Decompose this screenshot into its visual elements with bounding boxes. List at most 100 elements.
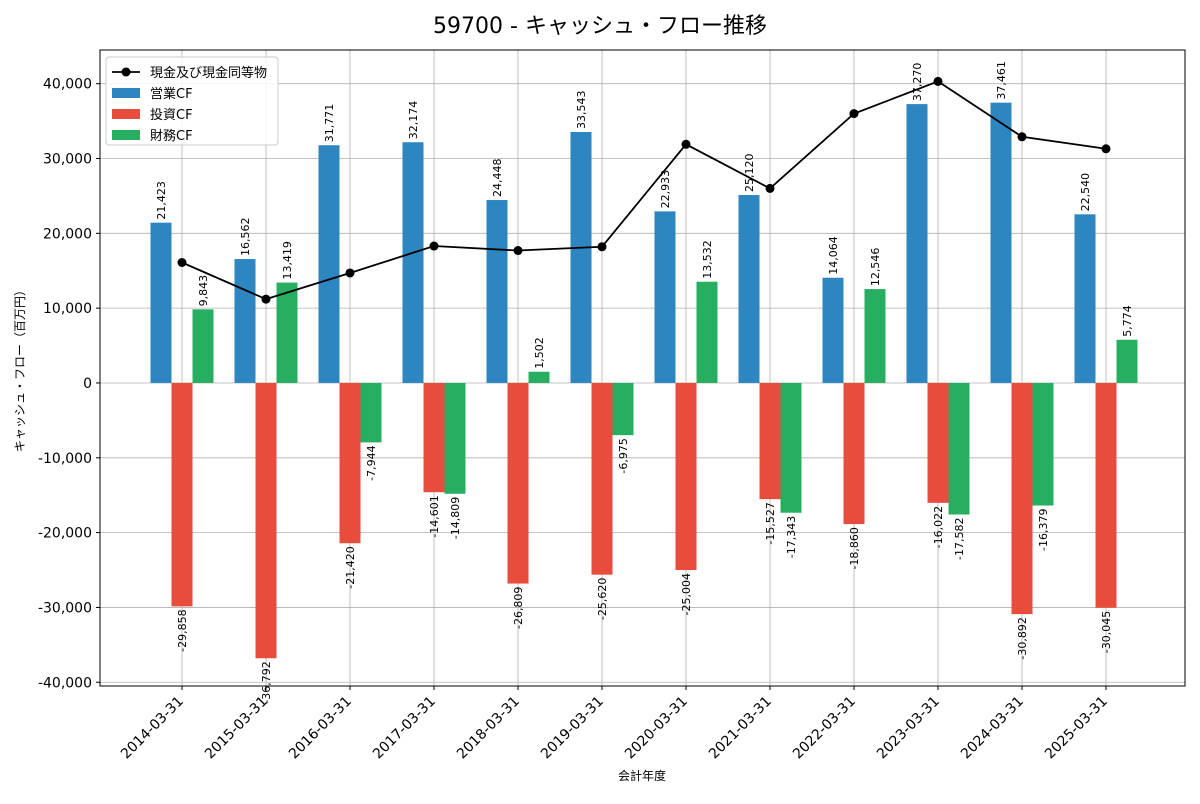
bar-financing <box>864 289 886 383</box>
bar-value-label: -14,601 <box>428 495 441 537</box>
x-tick-label: 2014-03-31 <box>118 694 187 763</box>
cash-point <box>429 241 439 251</box>
bar-operating <box>906 104 928 383</box>
bar-value-label: 25,120 <box>743 154 756 193</box>
bar-value-label: 21,423 <box>155 181 168 220</box>
bar-value-label: 5,774 <box>1121 305 1134 337</box>
legend-bar-swatch <box>112 130 140 140</box>
bar-value-label: 37,270 <box>911 63 924 102</box>
bar-financing <box>948 382 970 515</box>
bar-value-label: 16,562 <box>239 218 252 257</box>
y-tick-label: 0 <box>83 376 92 392</box>
bar-financing <box>1116 339 1138 383</box>
x-tick-label: 2021-03-31 <box>706 694 775 763</box>
bar-value-label: 22,540 <box>1079 173 1092 212</box>
legend-bar-swatch <box>112 109 140 119</box>
bar-investing <box>171 382 193 607</box>
cash-point <box>177 257 187 267</box>
bar-value-label: -36,792 <box>260 661 273 703</box>
bar-value-label: 1,502 <box>533 337 546 369</box>
bar-value-label: -17,582 <box>953 518 966 560</box>
legend-frame <box>105 56 279 146</box>
bar-operating <box>990 102 1012 383</box>
x-tick-label: 2025-03-31 <box>1042 694 1111 763</box>
bar-financing <box>1032 382 1054 506</box>
labels-layer: 21,423 16,562 31,771 32,174 24,448 33,543 22,9… <box>155 61 1134 704</box>
y-tick-label: -20,000 <box>38 526 92 542</box>
bar-financing <box>612 382 634 436</box>
plot-frame <box>99 49 1186 687</box>
bar-value-label: -26,809 <box>512 587 525 629</box>
bar-value-label: -30,892 <box>1016 617 1029 659</box>
bar-value-label: -25,004 <box>680 573 693 615</box>
cash-point <box>261 294 271 304</box>
y-tick-label: 10,000 <box>43 301 92 317</box>
bar-value-label: 31,771 <box>323 104 336 143</box>
bar-operating <box>486 200 508 383</box>
legend-label: 投資CF <box>150 107 193 123</box>
bar-value-label: -16,379 <box>1037 509 1050 551</box>
bar-value-label: -29,858 <box>176 609 189 651</box>
bar-value-label: -15,527 <box>764 502 777 544</box>
chart-title: 59700 - キャッシュ・フロー推移 <box>433 14 767 39</box>
x-tick-label: 2018-03-31 <box>454 694 523 763</box>
cash-point <box>933 76 943 86</box>
y-tick-label: -30,000 <box>38 600 92 616</box>
y-tick-label: 40,000 <box>43 77 92 93</box>
y-tick-label: -40,000 <box>38 675 92 691</box>
x-tick-label: 2020-03-31 <box>622 694 691 763</box>
bar-value-label: -30,045 <box>1100 611 1113 653</box>
bar-operating <box>654 211 676 383</box>
bar-financing <box>192 309 214 383</box>
bar-value-label: 22,933 <box>659 170 672 209</box>
x-tick-label: 2017-03-31 <box>370 694 439 763</box>
cash-point <box>681 139 691 149</box>
bar-operating <box>570 131 592 383</box>
bar-value-label: -17,343 <box>785 516 798 558</box>
bar-value-label: -7,944 <box>365 445 378 480</box>
cash-point <box>513 246 523 256</box>
bar-value-label: 13,532 <box>701 240 714 279</box>
bar-value-label: 9,843 <box>197 275 210 307</box>
bar-value-label: 14,064 <box>827 236 840 275</box>
legend-marker <box>121 67 131 77</box>
bar-financing <box>276 282 298 383</box>
bar-value-label: -18,860 <box>848 527 861 569</box>
bar-financing <box>780 382 802 513</box>
bar-value-label: 33,543 <box>575 90 588 129</box>
bar-operating <box>1074 214 1096 383</box>
legend-label: 現金及び現金同等物 <box>150 65 267 81</box>
bar-investing <box>675 382 697 571</box>
bar-investing <box>255 382 277 659</box>
bar-investing <box>1095 382 1117 608</box>
bar-investing <box>339 382 361 544</box>
bar-investing <box>591 382 613 575</box>
cash-point <box>597 242 607 252</box>
legend-label: 営業CF <box>150 86 193 102</box>
x-tick-label: 2019-03-31 <box>538 694 607 763</box>
y-axis-label: キャッシュ・フロー（百万円） <box>13 284 27 452</box>
x-tick-label: 2016-03-31 <box>286 694 355 763</box>
bars-layer <box>150 102 1138 659</box>
legend-bar-swatch <box>112 88 140 98</box>
line-layer <box>177 76 1111 304</box>
bar-operating <box>738 195 760 383</box>
bar-value-label: -16,022 <box>932 506 945 548</box>
bar-investing <box>423 382 445 493</box>
bar-value-label: 32,174 <box>407 101 420 140</box>
y-tick-label: -10,000 <box>38 451 92 467</box>
x-tick-label: 2024-03-31 <box>958 694 1027 763</box>
bar-value-label: -6,975 <box>617 438 630 473</box>
bar-financing <box>444 382 466 494</box>
cash-point <box>849 109 859 119</box>
bar-operating <box>150 222 172 383</box>
bar-financing <box>360 382 382 443</box>
y-tick-label: 20,000 <box>43 226 92 242</box>
cash-point <box>1101 144 1111 154</box>
bar-financing <box>528 371 550 383</box>
bar-investing <box>507 382 529 584</box>
bar-investing <box>759 382 781 500</box>
